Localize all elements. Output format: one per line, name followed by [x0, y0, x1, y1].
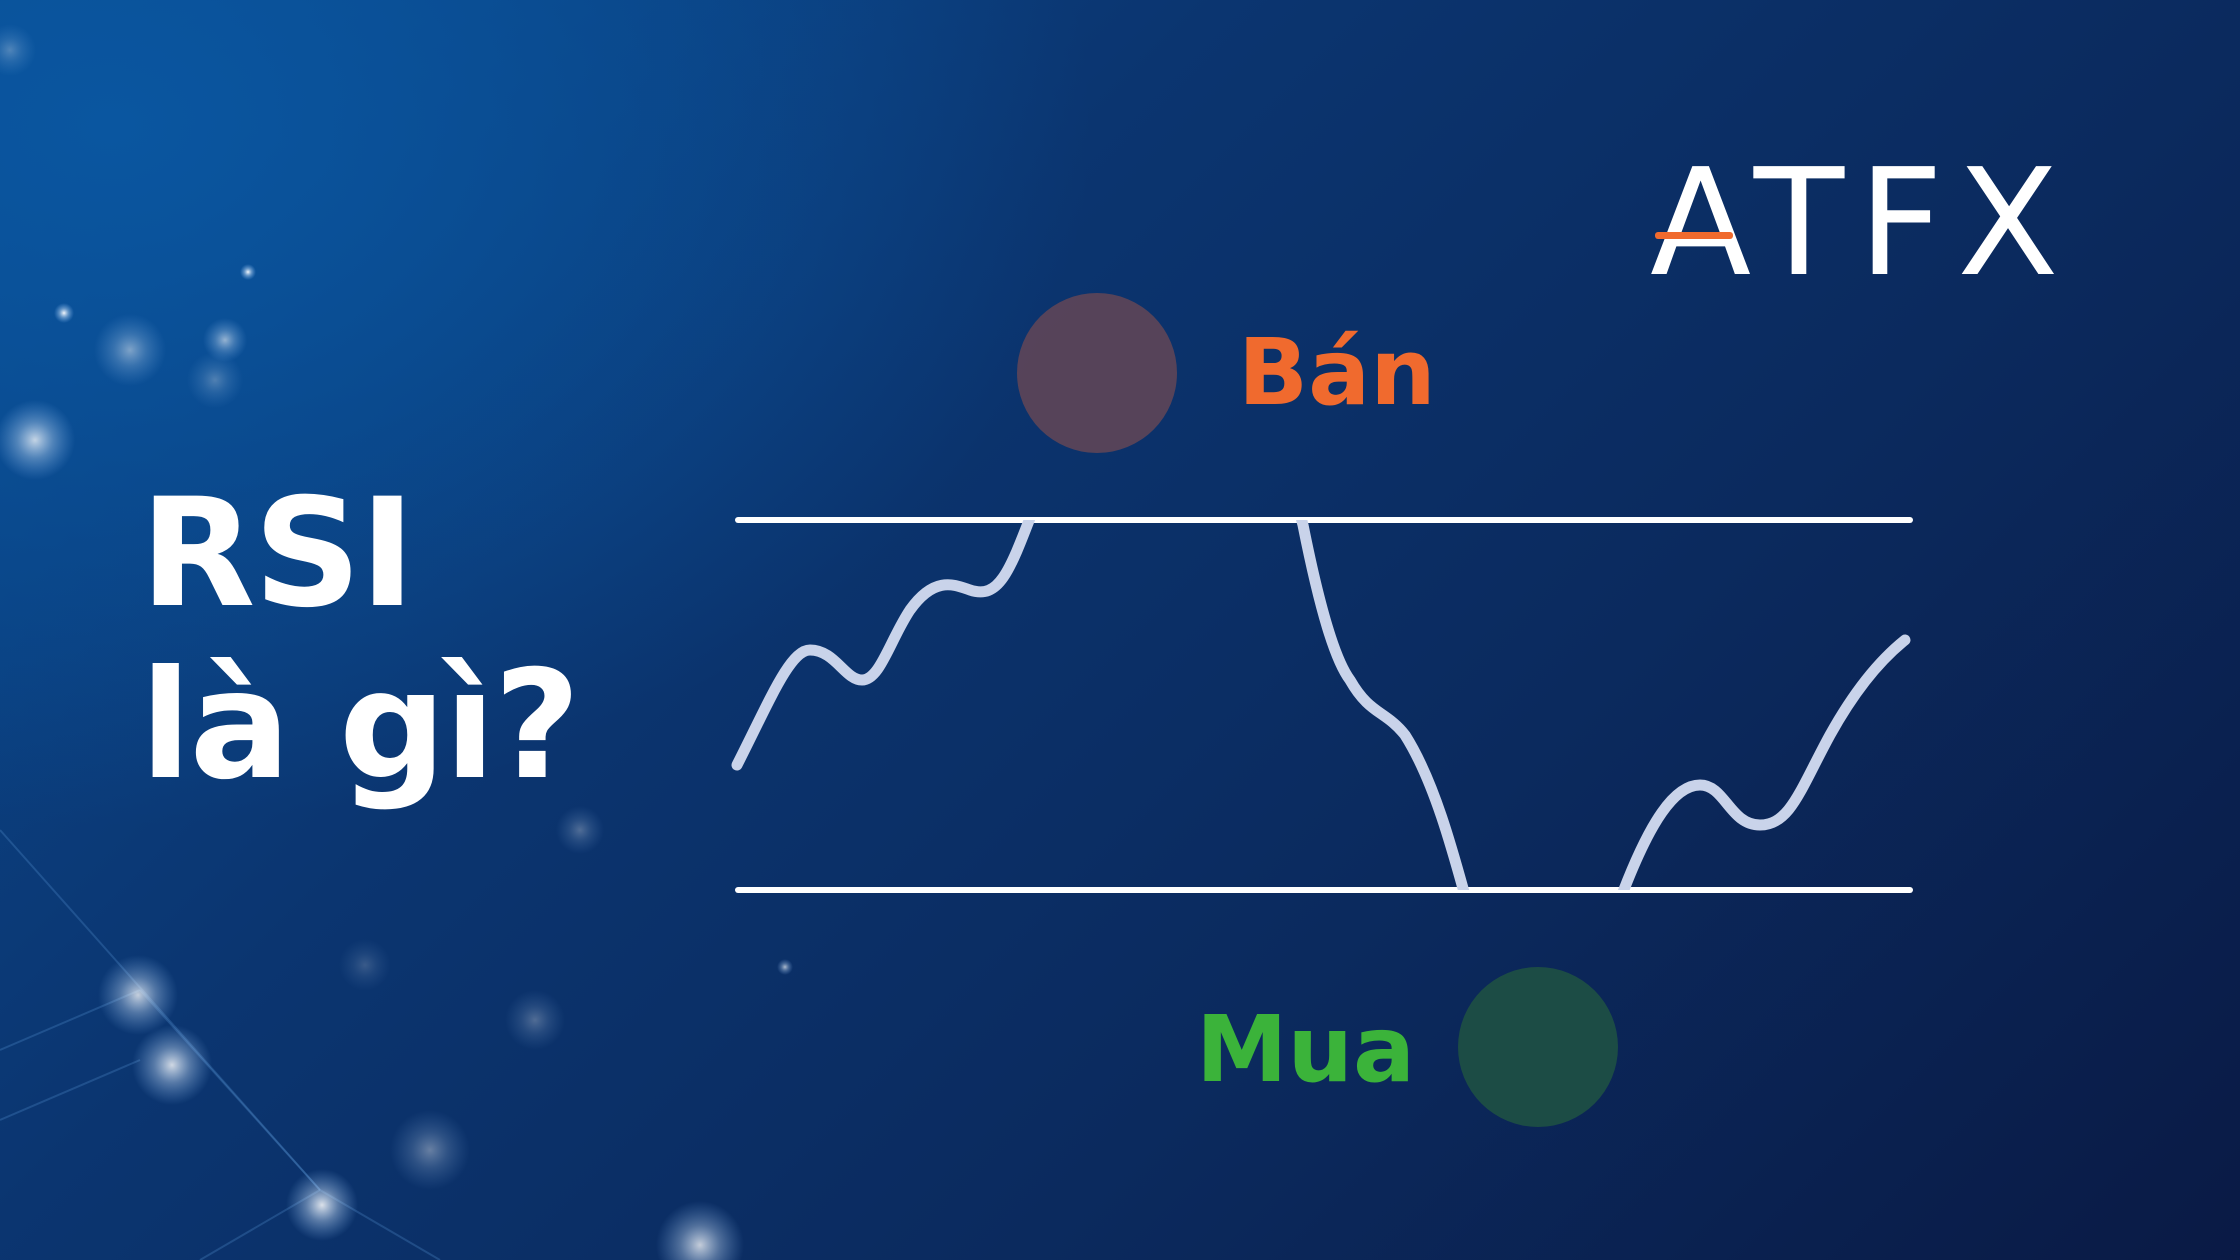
oversold-marker	[1458, 967, 1618, 1127]
buy-label: Mua	[1196, 996, 1416, 1103]
headline: RSI là gì?	[140, 467, 581, 813]
rsi-line	[731, 520, 1911, 890]
sell-label: Bán	[1238, 319, 1436, 426]
overbought-marker	[1017, 293, 1177, 453]
logo-accent-bar	[1655, 232, 1733, 239]
headline-line-1: RSI	[140, 467, 415, 641]
atfx-logo: ATFX	[1650, 137, 2073, 309]
headline-line-2: là gì?	[140, 639, 581, 813]
